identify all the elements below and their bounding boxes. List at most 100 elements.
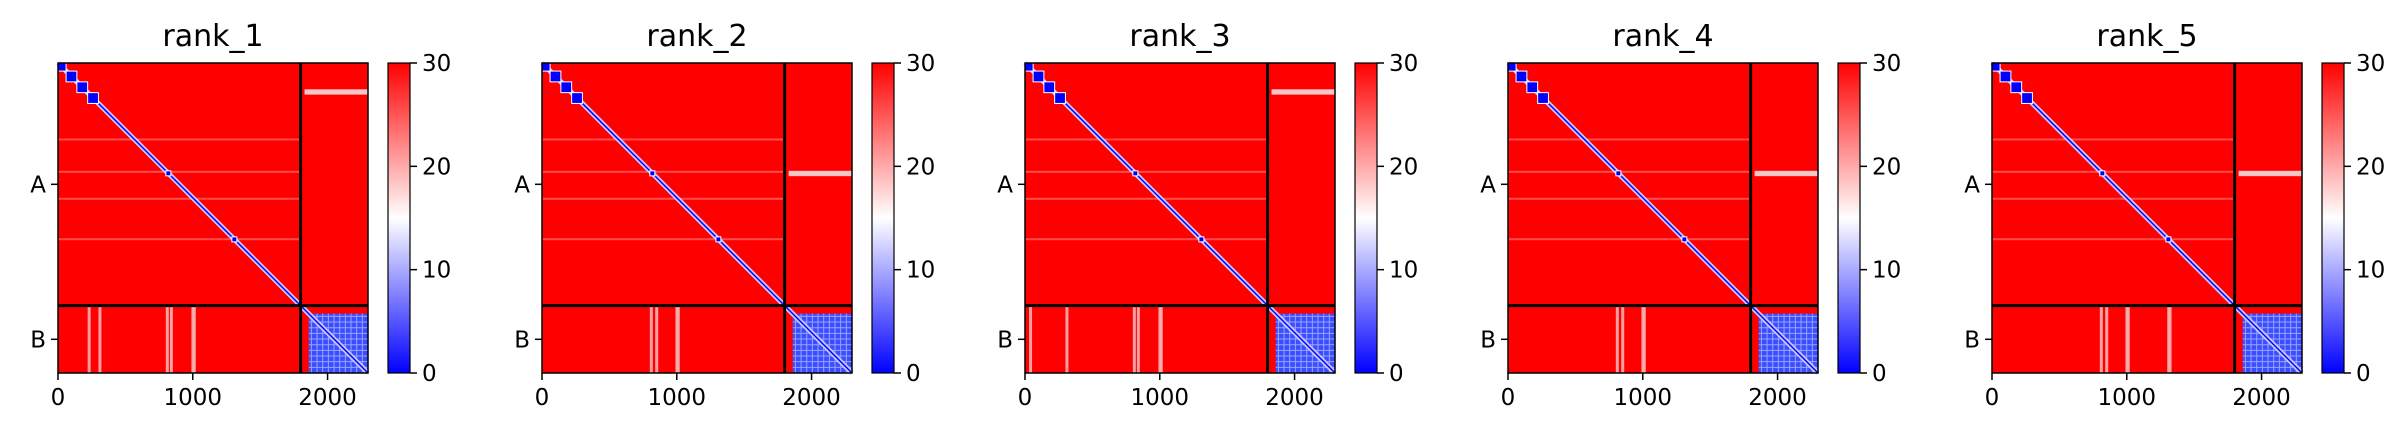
offdiag-stripe [1159, 305, 1163, 373]
x-tick-label: 2000 [298, 385, 357, 411]
colorbar-tick-label: 30 [1872, 51, 1901, 77]
offdiag-stripe [2099, 305, 2103, 373]
offdiag-row-stripe [2238, 172, 2302, 177]
diagonal-core [57, 62, 369, 374]
faint-row-stripe [1992, 197, 2235, 200]
panel-title: rank_3 [1129, 19, 1230, 54]
diagonal-block [560, 81, 573, 94]
x-tick-label: 0 [1985, 385, 2000, 411]
x-tick-label: 1000 [2098, 385, 2157, 411]
colorbar-tick-label: 10 [1872, 258, 1901, 284]
x-tick-label: 0 [535, 385, 550, 411]
faint-row-stripe [542, 138, 785, 141]
colorbar-tick-label: 0 [906, 361, 921, 387]
x-tick-label: 2000 [2232, 385, 2291, 411]
x-tick-label: 2000 [1748, 385, 1807, 411]
y-tick-label: B [514, 327, 530, 353]
colorbar-tick-label: 20 [2356, 154, 2385, 180]
colorbar-tick-label: 0 [2356, 361, 2371, 387]
diagonal-block [1024, 62, 1034, 72]
diagonal-block [76, 81, 89, 94]
y-tick-label: A [514, 172, 530, 198]
colorbar-tick-label: 0 [1872, 361, 1887, 387]
colorbar-tick-label: 30 [2356, 51, 2385, 77]
diagonal-block [1537, 92, 1549, 104]
colorbar [1354, 62, 1378, 374]
offdiag-stripe [2105, 305, 2109, 373]
colorbar-tick-label: 20 [1872, 154, 1901, 180]
y-tick-label: B [1964, 327, 1980, 353]
diagonal-block [1615, 170, 1622, 177]
y-tick-label: A [1964, 172, 1980, 198]
colorbar-tick-label: 10 [906, 258, 935, 284]
offdiag-stripe [1615, 305, 1619, 373]
offdiag-stripe [1065, 305, 1069, 373]
panel-title: rank_1 [162, 19, 263, 54]
diagonal-block [65, 70, 78, 83]
x-tick-label: 1000 [648, 385, 707, 411]
diagonal-block [231, 236, 238, 243]
colorbar [871, 62, 895, 374]
offdiag-stripe [1642, 305, 1646, 373]
colorbar-tick-label: 30 [1389, 51, 1418, 77]
offdiag-stripe [1029, 305, 1033, 373]
diagonal-block [1054, 92, 1066, 104]
axes-frame [57, 62, 369, 374]
faint-row-stripe [1025, 138, 1268, 141]
panel-title: rank_2 [646, 19, 747, 54]
y-tick-label: B [1480, 327, 1496, 353]
faint-row-stripe [542, 170, 785, 173]
offdiag-row-stripe [1271, 90, 1335, 95]
diagonal-block [2165, 236, 2172, 243]
panel-title: rank_5 [2096, 19, 2197, 54]
diagonal-core [541, 62, 853, 374]
y-tick-label: A [1480, 172, 1496, 198]
heatmap-panel-5: rank_5 0 1000 2000 A B 0 10 20 30 [1964, 19, 2385, 411]
faint-row-stripe [542, 238, 785, 241]
diagonal-block [1526, 81, 1539, 94]
diagonal-block [1991, 62, 2001, 72]
x-tick-label: 2000 [782, 385, 841, 411]
faint-row-stripe [1992, 138, 2235, 141]
colorbar-tick-label: 20 [422, 154, 451, 180]
colorbar-tick-label: 20 [1389, 154, 1418, 180]
diagonal-block [87, 92, 99, 104]
x-tick-label: 1000 [1614, 385, 1673, 411]
diagonal-block [649, 170, 656, 177]
diagonal-block [571, 92, 583, 104]
faint-row-stripe [1992, 238, 2235, 241]
axes-frame [541, 62, 853, 374]
y-tick-label: A [30, 172, 46, 198]
colorbar-tick-label: 20 [906, 154, 935, 180]
diagonal-block [57, 62, 67, 72]
diagonal-core [1507, 62, 1819, 374]
offdiag-stripe [169, 305, 173, 373]
offdiag-stripe [655, 305, 659, 373]
x-tick-label: 1000 [1131, 385, 1190, 411]
diagonal-block [541, 62, 551, 72]
offdiag-stripe [87, 305, 91, 373]
faint-row-stripe [1025, 238, 1268, 241]
diagonal-block [1132, 170, 1139, 177]
faint-row-stripe [1508, 138, 1751, 141]
panel-title: rank_4 [1612, 19, 1713, 54]
x-tick-label: 0 [51, 385, 66, 411]
diagonal-block [1999, 70, 2012, 83]
offdiag-stripe [2126, 305, 2130, 373]
colorbar-tick-label: 10 [1389, 258, 1418, 284]
colorbar [1837, 62, 1861, 374]
x-tick-label: 0 [1018, 385, 1033, 411]
diagonal-block [165, 170, 172, 177]
offdiag-row-stripe [304, 90, 368, 95]
offdiag-stripe [1136, 305, 1140, 373]
offdiag-stripe [2168, 305, 2172, 373]
x-tick-label: 2000 [1265, 385, 1324, 411]
faint-row-stripe [58, 238, 301, 241]
x-tick-label: 1000 [164, 385, 223, 411]
colorbar [387, 62, 411, 374]
diagonal-block [715, 236, 722, 243]
offdiag-stripe [98, 305, 102, 373]
faint-row-stripe [1025, 170, 1268, 173]
offdiag-stripe [165, 305, 169, 373]
offdiag-stripe [1132, 305, 1136, 373]
